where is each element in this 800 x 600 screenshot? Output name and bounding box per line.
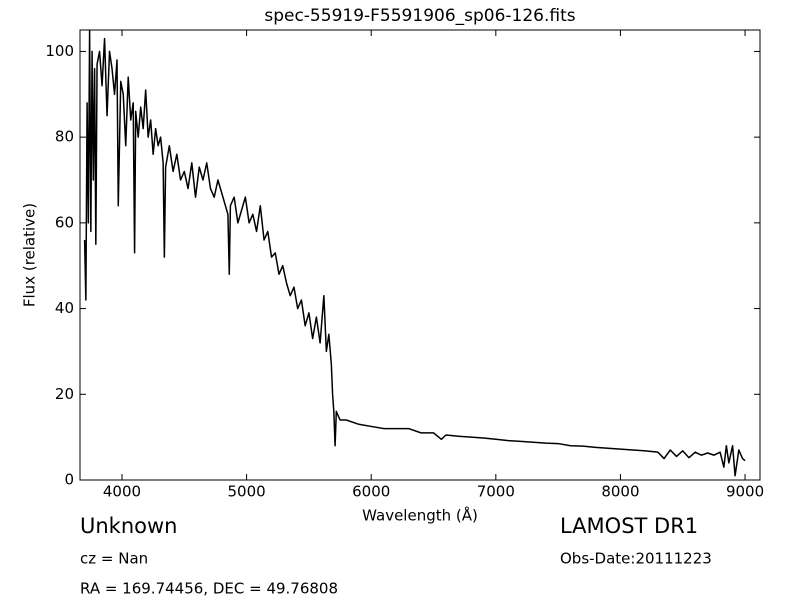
- y-tick-label: 0: [64, 471, 74, 489]
- x-tick-label: 4000: [103, 483, 141, 501]
- x-tick-label: 5000: [228, 483, 266, 501]
- y-tick-label: 40: [55, 299, 74, 317]
- x-tick-label: 7000: [477, 483, 515, 501]
- x-tick-label: 9000: [726, 483, 764, 501]
- y-tick-label: 80: [55, 128, 74, 146]
- y-axis-label: Flux (relative): [21, 203, 39, 307]
- annotation: Unknown: [80, 514, 177, 538]
- annotation: LAMOST DR1: [560, 514, 698, 538]
- y-tick-label: 60: [55, 213, 74, 231]
- y-tick-label: 20: [55, 385, 74, 403]
- y-tick-label: 100: [45, 42, 74, 60]
- chart-title: spec-55919-F5591906_sp06-126.fits: [264, 6, 575, 26]
- x-tick-label: 6000: [352, 483, 390, 501]
- x-axis-label: Wavelength (Å): [362, 506, 478, 525]
- annotation: cz = Nan: [80, 550, 148, 568]
- annotation: Obs-Date:20111223: [560, 550, 712, 568]
- spectrum-line: [83, 30, 746, 477]
- annotation: RA = 169.74456, DEC = 49.76808: [80, 580, 338, 598]
- x-tick-label: 8000: [601, 483, 639, 501]
- plot-frame: [79, 29, 761, 481]
